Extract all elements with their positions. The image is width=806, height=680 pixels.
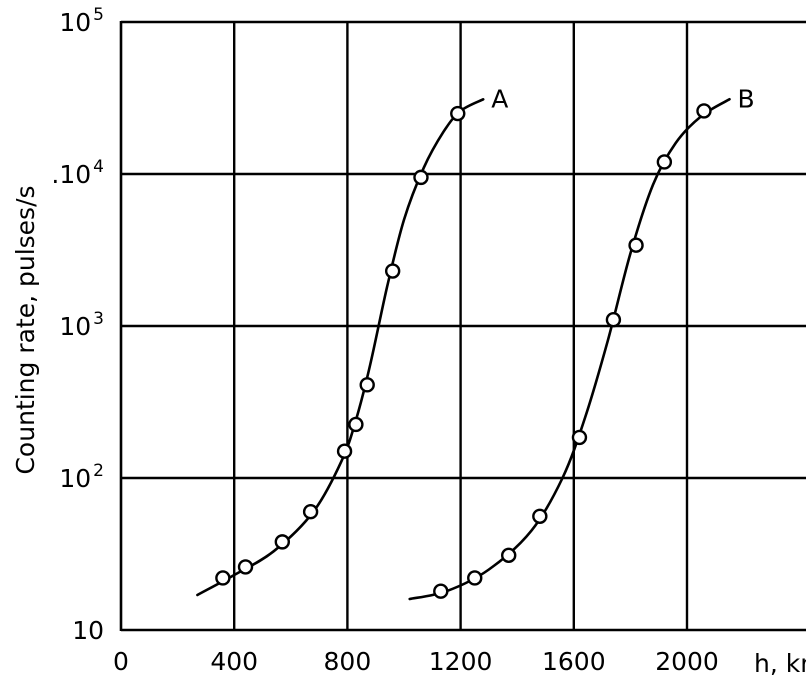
x-tick-label-400: 400 [210, 647, 258, 676]
series-b-point [656, 154, 673, 170]
y-tick-label-10: 10 [72, 616, 104, 645]
series-b-point [696, 103, 712, 119]
series-a-point [215, 570, 231, 586]
series-a-curve [196, 98, 485, 597]
series-a-point [359, 377, 375, 393]
series-a-point [450, 105, 466, 122]
series-b-point [628, 237, 644, 253]
x-tick-label-800: 800 [324, 647, 372, 676]
series-b-point [571, 429, 588, 446]
series-b-point [467, 570, 483, 586]
series-a-point [384, 263, 401, 279]
series-b-point [501, 547, 517, 564]
series-a-point [348, 416, 364, 433]
series-b-curve [408, 98, 731, 601]
x-tick-label-0: 0 [113, 647, 129, 676]
series-b-point [532, 508, 548, 524]
series-a-point [336, 443, 353, 459]
x-axis-label: h, km [754, 649, 806, 678]
series-a-point [237, 559, 254, 575]
x-tick-label-2000: 2000 [655, 647, 719, 676]
x-tick-label-1600: 1600 [542, 647, 606, 676]
series-a-label: A [491, 84, 508, 113]
series-b-label: B [737, 84, 754, 113]
y-tick-label-10000: .10 4 [51, 157, 104, 189]
y-tick-label-100: 10 2 [59, 461, 104, 493]
series-a-point [413, 169, 429, 186]
series-a-point [302, 504, 319, 520]
series-curves [196, 98, 731, 601]
y-tick-label-1000: 10 3 [59, 309, 104, 341]
grid [119, 20, 806, 632]
series-b-point [605, 312, 622, 328]
y-tick-label-100000: 10 5 [59, 5, 104, 37]
y-axis-label: Counting rate, pulses/s [11, 185, 40, 474]
series-b-point [433, 583, 449, 599]
series-a-point [274, 534, 291, 550]
x-tick-label-1200: 1200 [429, 647, 493, 676]
